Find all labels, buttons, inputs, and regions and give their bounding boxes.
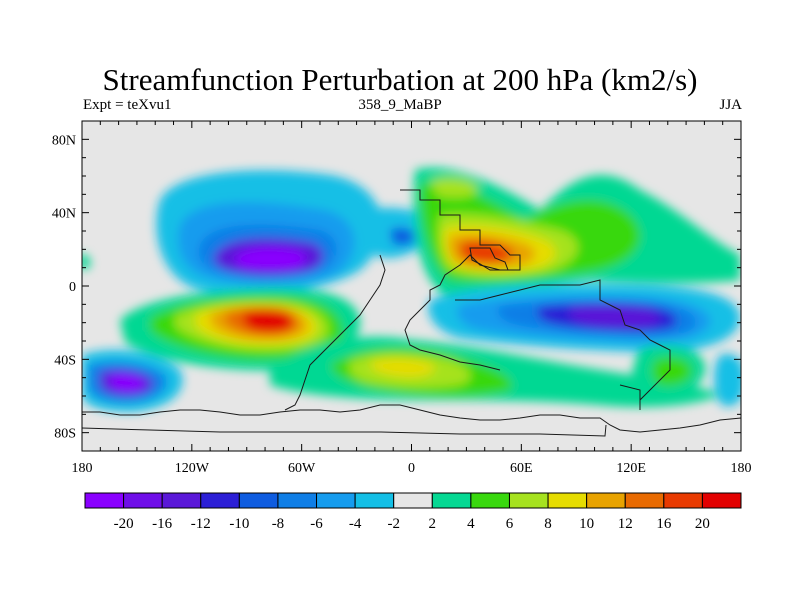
colorbar-label: -16 — [152, 516, 172, 532]
colorbar-labels: -20 -16 -12 -10 -8 -6 -4 -2 2 4 6 8 10 12 16 20 — [114, 516, 710, 532]
axis-ticks — [81, 121, 742, 451]
colorbar-swatch — [316, 492, 356, 509]
indian-low-level-16 — [570, 305, 660, 328]
experiment-label: Expt = teXvu1 — [83, 97, 172, 113]
colorbar-swatch — [238, 492, 279, 509]
s-atlantic-high-level-20 — [243, 309, 293, 333]
colorbar-label: -10 — [229, 516, 249, 532]
atlantic-low-core — [390, 227, 415, 246]
colorbar-swatch — [354, 492, 395, 509]
colorbar — [84, 492, 742, 509]
colorbar-swatch — [161, 492, 202, 509]
colorbar-swatch — [200, 492, 240, 509]
coastline-small-2 — [619, 384, 641, 405]
colorbar-swatch — [663, 492, 703, 509]
southern-band-level-10 — [370, 358, 435, 377]
x-tick-label: 120W — [175, 461, 210, 476]
colorbar-swatch — [547, 492, 588, 509]
nh-pacific-low-level-20 — [235, 248, 306, 270]
colorbar-label: 4 — [467, 516, 475, 532]
y-tick-label: 80S — [54, 427, 76, 442]
coastline-india-asia — [455, 279, 671, 410]
colorbar-swatch — [431, 492, 472, 509]
x-tick-label: 120E — [616, 461, 646, 476]
coastline-antarctica — [82, 404, 741, 433]
colorbar-label: -12 — [191, 516, 211, 532]
chart-title: Streamfunction Perturbation at 200 hPa (… — [102, 62, 698, 97]
colorbar-label: 16 — [656, 516, 672, 532]
eurasia-high-level-16 — [460, 240, 513, 263]
colorbar-label: 10 — [579, 516, 594, 532]
colorbar-swatch — [586, 492, 626, 509]
contour-fill-layer — [82, 167, 741, 437]
colorbar-label: -4 — [349, 516, 362, 532]
colorbar-swatch — [393, 492, 433, 509]
x-axis-labels: 180 120W 60W 0 60E 120E 180 — [72, 461, 752, 476]
x-tick-label: 180 — [72, 461, 93, 476]
colorbar-swatch — [470, 492, 510, 509]
north-africa-high — [430, 178, 478, 198]
y-tick-label: 0 — [69, 280, 76, 295]
x-tick-label: 60E — [510, 461, 533, 476]
x-tick-label: 180 — [731, 461, 752, 476]
colorbar-swatch — [277, 492, 318, 509]
colorbar-label: -2 — [387, 516, 400, 532]
y-tick-label: 80N — [52, 133, 76, 148]
colorbar-label: 2 — [429, 516, 437, 532]
colorbar-label: 8 — [544, 516, 552, 532]
coastline-antarctica-inner — [82, 424, 607, 437]
colorbar-swatch — [123, 492, 163, 509]
y-tick-label: 40N — [52, 207, 76, 222]
west-edge-green-lobe — [82, 254, 91, 270]
period-label: 358_9_MaBP — [358, 97, 442, 113]
colorbar-label: 6 — [506, 516, 514, 532]
coastline-small-1 — [469, 247, 509, 271]
x-tick-label: 0 — [408, 461, 415, 476]
colorbar-label: 12 — [618, 516, 633, 532]
y-axis-labels: 80N 40N 0 40S 80S — [52, 133, 76, 441]
colorbar-label: -8 — [272, 516, 285, 532]
colorbar-label: -6 — [310, 516, 323, 532]
colorbar-label: -20 — [114, 516, 134, 532]
s-pacific-low-level-20 — [110, 374, 145, 391]
colorbar-swatch — [624, 492, 665, 509]
colorbar-swatch — [508, 492, 549, 509]
y-tick-label: 40S — [54, 353, 76, 368]
coastlines — [82, 189, 741, 437]
colorbar-swatch — [84, 492, 125, 509]
coastline-africa-eurasia — [400, 189, 521, 371]
coastline-americas — [284, 254, 386, 411]
east-edge-lobe — [714, 353, 741, 407]
x-tick-label: 60W — [288, 461, 316, 476]
colorbar-swatch — [701, 492, 742, 509]
colorbar-label: 20 — [695, 516, 710, 532]
season-label: JJA — [719, 97, 742, 113]
